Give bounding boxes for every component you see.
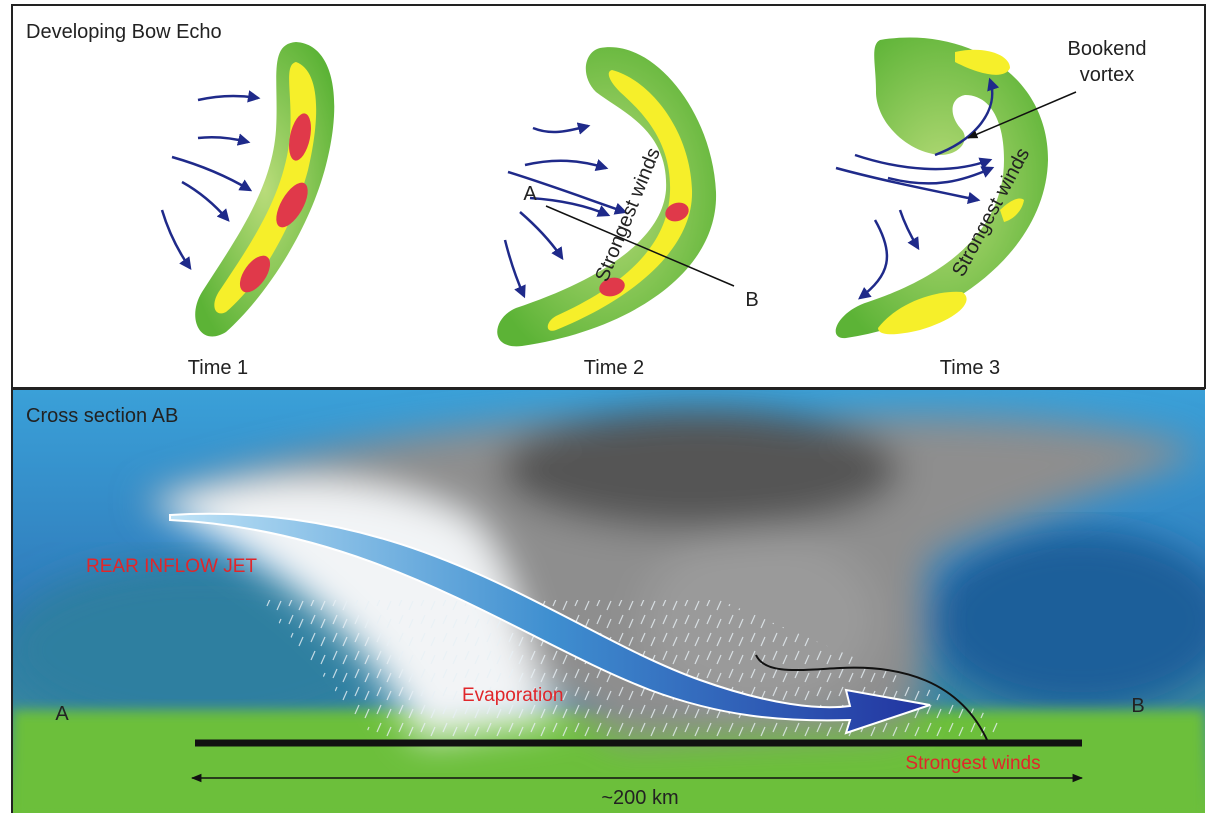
diagram: Developing Bow Echo Time 1 A B Strongest…: [0, 0, 1215, 813]
top-panel: Developing Bow Echo Time 1 A B Strongest…: [12, 5, 1205, 388]
distance-label: ~200 km: [601, 787, 678, 809]
panel-title: Developing Bow Echo: [26, 21, 222, 43]
point-label: B: [1131, 695, 1144, 717]
stage-label: Time 1: [188, 357, 248, 379]
point-label: B: [745, 289, 758, 311]
winds-label: Strongest winds: [905, 753, 1040, 774]
callout: vortex: [1080, 64, 1134, 86]
bottom-panel: [0, 390, 1215, 813]
point-label: A: [55, 703, 69, 725]
panel-title: Cross section AB: [26, 405, 178, 427]
stage-label: Time 3: [940, 357, 1000, 379]
evaporation-label: Evaporation: [462, 685, 563, 706]
stage-label: Time 2: [584, 357, 644, 379]
callout: Bookend: [1068, 38, 1147, 60]
point-label: A: [523, 183, 537, 205]
jet-label: REAR INFLOW JET: [86, 556, 257, 577]
